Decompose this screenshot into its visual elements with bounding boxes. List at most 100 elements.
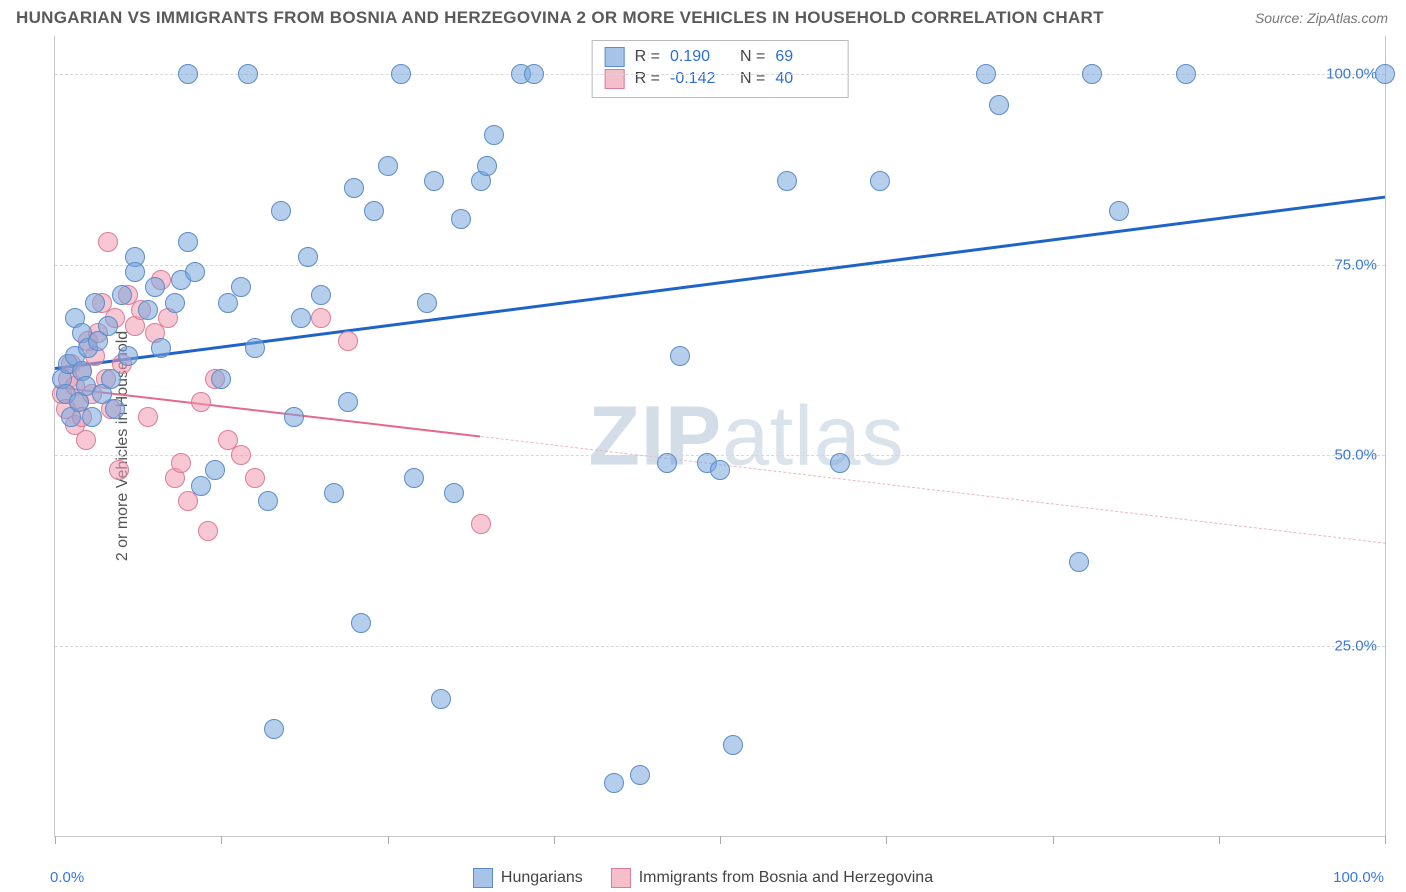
scatter-point bbox=[777, 171, 797, 191]
scatter-point bbox=[165, 293, 185, 313]
scatter-point bbox=[231, 445, 251, 465]
scatter-point bbox=[524, 64, 544, 84]
scatter-point bbox=[344, 178, 364, 198]
scatter-point bbox=[151, 338, 171, 358]
scatter-point bbox=[630, 765, 650, 785]
swatch-blue-icon bbox=[473, 868, 493, 888]
scatter-point bbox=[484, 125, 504, 145]
scatter-point bbox=[431, 689, 451, 709]
trend-line bbox=[481, 436, 1386, 544]
scatter-point bbox=[976, 64, 996, 84]
scatter-point bbox=[105, 399, 125, 419]
y-tick-label: 100.0% bbox=[1326, 66, 1377, 83]
scatter-point bbox=[477, 156, 497, 176]
scatter-point bbox=[198, 521, 218, 541]
scatter-point bbox=[1069, 552, 1089, 572]
x-tick bbox=[221, 836, 222, 844]
scatter-point bbox=[76, 430, 96, 450]
n-value-blue: 69 bbox=[775, 48, 835, 66]
scatter-point bbox=[657, 453, 677, 473]
scatter-point bbox=[264, 719, 284, 739]
x-tick bbox=[886, 836, 887, 844]
x-tick bbox=[1385, 836, 1386, 844]
scatter-point bbox=[98, 316, 118, 336]
gridline bbox=[55, 455, 1385, 456]
scatter-point bbox=[245, 468, 265, 488]
scatter-point bbox=[258, 491, 278, 511]
scatter-point bbox=[291, 308, 311, 328]
scatter-point bbox=[723, 735, 743, 755]
scatter-point bbox=[185, 262, 205, 282]
scatter-point bbox=[101, 369, 121, 389]
scatter-point bbox=[404, 468, 424, 488]
scatter-point bbox=[1375, 64, 1395, 84]
y-tick-label: 25.0% bbox=[1334, 637, 1377, 654]
chart-title: HUNGARIAN VS IMMIGRANTS FROM BOSNIA AND … bbox=[16, 8, 1104, 28]
scatter-point bbox=[391, 64, 411, 84]
x-tick bbox=[1219, 836, 1220, 844]
scatter-point bbox=[238, 64, 258, 84]
scatter-point bbox=[85, 293, 105, 313]
stats-legend-box: R = 0.190 N = 69 R = -0.142 N = 40 bbox=[592, 40, 849, 98]
scatter-point bbox=[1109, 201, 1129, 221]
scatter-point bbox=[989, 95, 1009, 115]
scatter-point bbox=[338, 331, 358, 351]
gridline bbox=[55, 646, 1385, 647]
r-value-blue: 0.190 bbox=[670, 48, 730, 66]
scatter-point bbox=[338, 392, 358, 412]
x-tick bbox=[388, 836, 389, 844]
source-label: Source: ZipAtlas.com bbox=[1255, 10, 1388, 26]
watermark: ZIPatlas bbox=[589, 388, 905, 485]
scatter-point bbox=[178, 64, 198, 84]
scatter-point bbox=[451, 209, 471, 229]
scatter-point bbox=[171, 453, 191, 473]
r-value-pink: -0.142 bbox=[670, 70, 730, 88]
x-tick bbox=[55, 836, 56, 844]
x-tick bbox=[720, 836, 721, 844]
n-value-pink: 40 bbox=[775, 70, 835, 88]
scatter-point bbox=[145, 277, 165, 297]
scatter-point bbox=[378, 156, 398, 176]
scatter-point bbox=[424, 171, 444, 191]
scatter-point bbox=[118, 346, 138, 366]
scatter-point bbox=[351, 613, 371, 633]
scatter-point bbox=[870, 171, 890, 191]
scatter-point bbox=[670, 346, 690, 366]
scatter-point bbox=[109, 460, 129, 480]
stats-row-blue: R = 0.190 N = 69 bbox=[605, 47, 836, 67]
x-tick bbox=[554, 836, 555, 844]
scatter-point bbox=[284, 407, 304, 427]
scatter-point bbox=[444, 483, 464, 503]
scatter-point bbox=[138, 300, 158, 320]
scatter-point bbox=[82, 407, 102, 427]
scatter-point bbox=[271, 201, 291, 221]
scatter-point bbox=[311, 308, 331, 328]
scatter-point bbox=[125, 262, 145, 282]
scatter-point bbox=[364, 201, 384, 221]
scatter-point bbox=[417, 293, 437, 313]
scatter-point bbox=[324, 483, 344, 503]
scatter-point bbox=[231, 277, 251, 297]
y-tick-label: 75.0% bbox=[1334, 256, 1377, 273]
scatter-point bbox=[178, 232, 198, 252]
legend-item-blue: Hungarians bbox=[473, 868, 583, 888]
scatter-point bbox=[604, 773, 624, 793]
scatter-point bbox=[138, 407, 158, 427]
scatter-point bbox=[311, 285, 331, 305]
x-tick bbox=[1053, 836, 1054, 844]
scatter-point bbox=[1176, 64, 1196, 84]
scatter-point bbox=[191, 392, 211, 412]
legend-item-pink: Immigrants from Bosnia and Herzegovina bbox=[611, 868, 933, 888]
scatter-point bbox=[98, 232, 118, 252]
scatter-point bbox=[710, 460, 730, 480]
swatch-blue-icon bbox=[605, 47, 625, 67]
scatter-point bbox=[1082, 64, 1102, 84]
gridline bbox=[55, 265, 1385, 266]
scatter-point bbox=[245, 338, 265, 358]
scatter-point bbox=[211, 369, 231, 389]
swatch-pink-icon bbox=[605, 69, 625, 89]
swatch-pink-icon bbox=[611, 868, 631, 888]
scatter-point bbox=[471, 514, 491, 534]
scatter-point bbox=[112, 285, 132, 305]
stats-row-pink: R = -0.142 N = 40 bbox=[605, 69, 836, 89]
